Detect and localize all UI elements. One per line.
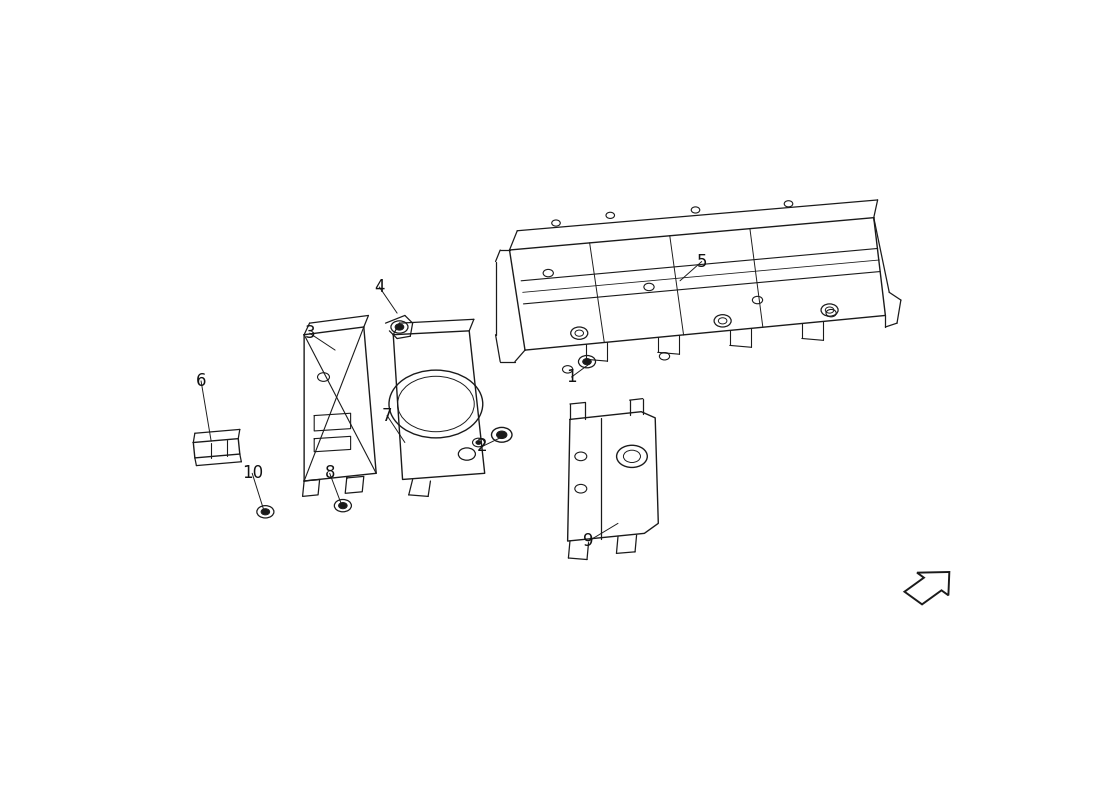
Circle shape [395, 324, 404, 330]
Circle shape [339, 502, 348, 509]
Text: 8: 8 [324, 464, 336, 482]
Text: 1: 1 [566, 368, 576, 386]
Text: 9: 9 [583, 532, 594, 550]
Text: 7: 7 [382, 406, 393, 425]
Circle shape [496, 431, 507, 438]
Text: 4: 4 [374, 278, 385, 296]
Circle shape [476, 441, 481, 444]
Text: 6: 6 [196, 372, 207, 390]
Circle shape [261, 509, 270, 515]
Text: 2: 2 [477, 438, 487, 455]
Text: 5: 5 [696, 253, 707, 270]
Text: 3: 3 [305, 324, 315, 342]
Text: 10: 10 [242, 464, 263, 482]
Circle shape [583, 358, 592, 365]
